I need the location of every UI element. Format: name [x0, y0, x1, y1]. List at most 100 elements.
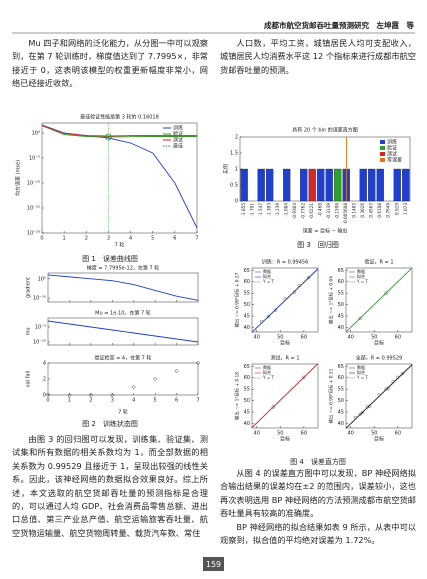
legend-label: 测试	[387, 151, 397, 158]
bar	[308, 168, 316, 202]
y-tick-label: 65	[338, 364, 344, 370]
y-axis-label: gradient	[26, 277, 32, 298]
point	[67, 392, 72, 398]
point	[358, 412, 362, 416]
x-tick-label: 60	[395, 335, 401, 341]
legend-label: 零误差	[387, 157, 402, 164]
legend-label: 拟合	[357, 273, 365, 279]
x-tick-label: 7	[196, 398, 199, 404]
y-tick-label: 55	[244, 387, 250, 393]
legend-label: 数据	[357, 364, 365, 370]
x-tick-label: 0.6108	[377, 203, 382, 218]
x-axis-label: 目标	[374, 436, 384, 443]
legend-label: 验证	[387, 145, 397, 152]
point	[396, 375, 400, 379]
y-tick-label: 50	[244, 398, 250, 404]
point	[283, 297, 287, 301]
paragraph: 从图 4 的误差直方图中可以发现，BP 神经网络拟合输出结果的误差均在±2 的范…	[220, 468, 416, 519]
point	[271, 405, 275, 409]
legend-label: 数据	[263, 364, 271, 370]
x-tick-label: 2	[89, 398, 92, 404]
paragraph: 人口数，平均工资，城镇居民人均可支配收入，城镇居民人均消费水平这 12 个指标来…	[220, 38, 416, 75]
y-tick-label: 65	[244, 364, 250, 370]
bar	[393, 168, 401, 202]
x-tick-label: 7	[195, 236, 198, 242]
y-tick-label: 10⁻⁵	[35, 325, 46, 331]
panel-title: 验证，R = 1	[364, 259, 393, 266]
x-tick-label: 0	[46, 398, 49, 404]
y-tick-label: 10⁻⁵	[29, 156, 40, 162]
legend-label: 数据	[357, 268, 365, 274]
y-tick-label: 45	[244, 314, 250, 320]
point	[384, 291, 388, 295]
point	[360, 410, 365, 415]
y-tick-label: 55	[244, 291, 250, 297]
x-tick-label: -0.468	[318, 203, 323, 217]
y-tick-label: 45	[338, 314, 344, 320]
plot-frame	[47, 362, 199, 396]
point	[367, 404, 372, 408]
legend-swatch	[380, 140, 385, 144]
x-axis-label: 误差 = 目标 − 输出	[303, 228, 348, 235]
bar	[266, 168, 274, 202]
x-tick-label: -0.1598	[335, 203, 340, 219]
legend-label: Y = T	[356, 375, 368, 380]
x-tick-label: 0.919	[394, 203, 399, 215]
y-axis-label: 输出 ~= 1*目标 + 0.18	[234, 372, 241, 420]
point	[297, 284, 301, 288]
y-tick-label: 60	[244, 279, 250, 285]
y-tick-label: 55	[338, 387, 344, 393]
y-tick-label: 65	[244, 268, 250, 274]
bar	[376, 168, 384, 202]
y-tick-label: 10⁰	[38, 276, 46, 282]
x-tick-label: -1.855	[241, 203, 246, 217]
series-line	[47, 274, 199, 301]
x-tick-label: -0.3139	[326, 203, 331, 219]
x-tick-label: -0.9304	[292, 203, 297, 219]
legend-label: 训练	[173, 125, 183, 132]
x-axis-label: 7 轮	[118, 409, 128, 416]
panel-title: 梯度 = 7.7995e-12，在第 7 轮	[87, 265, 159, 272]
x-tick-label: 60	[395, 431, 401, 437]
x-tick-label: 50	[371, 335, 377, 341]
series-line	[41, 125, 197, 137]
x-tick-label: 3	[111, 398, 114, 404]
legend-swatch	[380, 152, 385, 156]
chart-title: 最佳验证性能是第 3 轮的 0.16018	[80, 114, 159, 121]
point	[353, 415, 358, 420]
series-line	[41, 125, 197, 138]
legend-label: Y = T	[262, 375, 274, 380]
point	[110, 392, 115, 398]
x-tick-label: 60	[301, 431, 307, 437]
x-tick-label: 0	[40, 236, 43, 242]
x-tick-label: 60	[301, 335, 307, 341]
x-tick-label: 1	[63, 236, 66, 242]
x-tick-label: 5	[154, 398, 157, 404]
x-tick-label: 1.073	[403, 203, 408, 215]
y-tick-label: 40	[338, 421, 344, 427]
x-tick-label: 4	[129, 236, 132, 242]
panel-title: Mu = 1e-10，在第 7 轮	[95, 310, 151, 317]
y-axis-label: 均方误差 (mse)	[15, 160, 22, 196]
y-tick-label: 4	[43, 361, 46, 367]
y-tick-label: 40	[338, 325, 344, 331]
y-tick-label: 10⁻¹⁰	[27, 181, 40, 187]
point	[391, 380, 395, 384]
bar	[240, 168, 248, 202]
point	[266, 314, 271, 319]
y-tick-label: 2	[43, 377, 46, 383]
y-tick-label: 60	[338, 375, 344, 381]
series-line	[47, 320, 199, 343]
x-tick-label: -0.6221	[309, 203, 314, 219]
x-tick-label: -1.393	[267, 203, 272, 217]
y-tick-label: 0	[235, 199, 238, 205]
point	[45, 392, 51, 398]
x-tick-label: -1.701	[250, 203, 255, 217]
y-tick-label: 10⁻¹⁵	[27, 206, 40, 212]
x-tick-label: 3	[107, 236, 110, 242]
y-tick-label: 1	[235, 167, 238, 173]
figure-caption: 图 2 训练状态图	[82, 419, 138, 428]
x-tick-label: 40	[254, 335, 260, 341]
